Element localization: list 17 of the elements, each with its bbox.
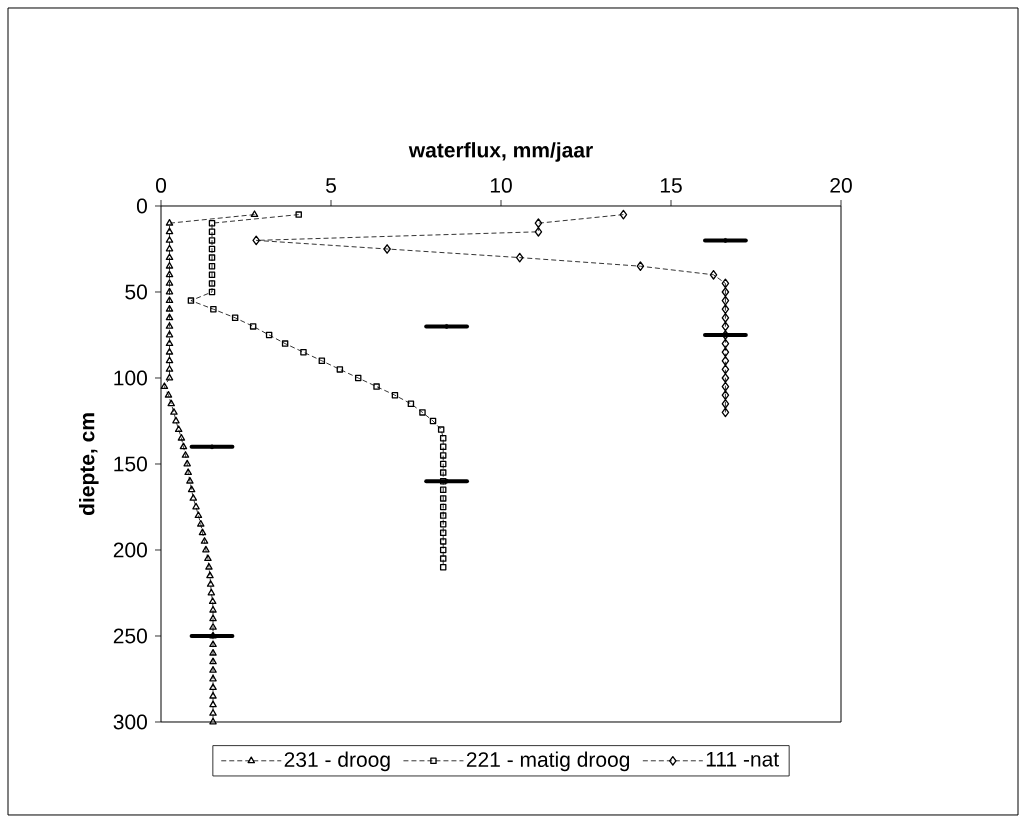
x-tick-label: 10 xyxy=(490,177,512,193)
x-tick-label: 20 xyxy=(830,177,852,193)
y-tick-label: 150 xyxy=(114,456,147,472)
x-axis-title: waterflux, mm/jaar xyxy=(408,142,593,162)
x-tick-label: 15 xyxy=(660,178,682,193)
y-tick-label: 250 xyxy=(113,628,147,644)
legend-label: 221 - matig droog xyxy=(466,751,630,772)
y-tick-label: 300 xyxy=(113,714,147,730)
y-tick-label: 200 xyxy=(113,542,147,558)
legend-label: 111 -nat xyxy=(706,751,779,767)
y-axis-title: diepte, cm xyxy=(79,413,99,516)
x-tick-label: 5 xyxy=(326,178,336,193)
y-tick-label: 0 xyxy=(136,198,147,214)
y-tick-label: 50 xyxy=(125,284,147,300)
x-tick-label: 0 xyxy=(156,177,167,193)
legend-label: 231 - droog xyxy=(284,751,390,772)
y-tick-label: 100 xyxy=(114,370,147,386)
